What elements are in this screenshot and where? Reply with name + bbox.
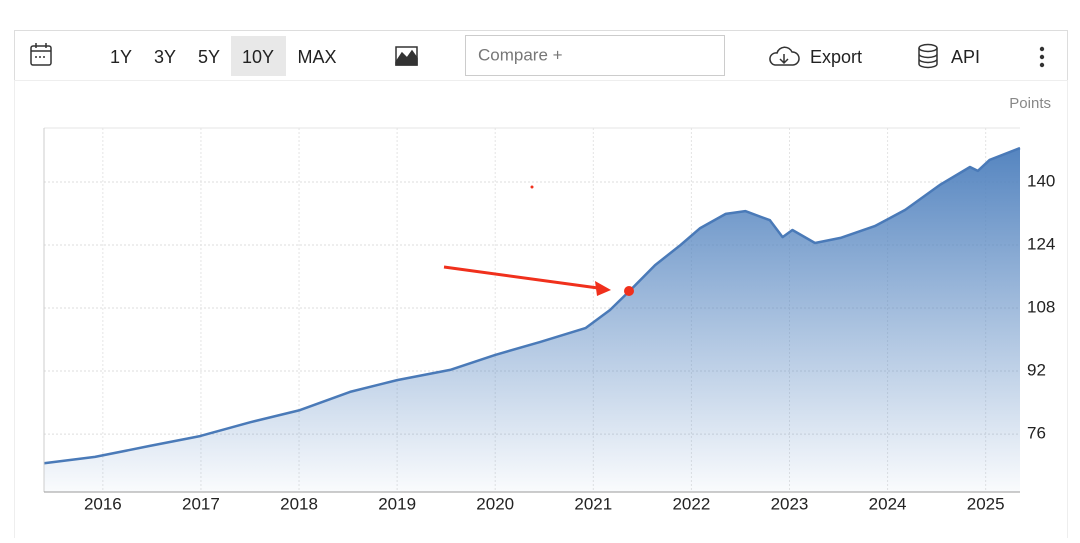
- line: [43, 146, 1021, 465]
- x-tick-label: 2023: [771, 494, 809, 513]
- y-tick-label: 108: [1027, 298, 1055, 317]
- range-button[interactable]: 3Y: [154, 47, 176, 67]
- x-tick-label: 2025: [967, 494, 1005, 513]
- annotation-arrow: [443, 185, 634, 296]
- range-button[interactable]: 1Y: [110, 47, 132, 67]
- x-tick-label: 2018: [280, 494, 318, 513]
- api-button[interactable]: API: [951, 47, 980, 67]
- x-tick-label: 2016: [84, 494, 122, 513]
- export-icon[interactable]: [769, 46, 800, 66]
- y-tick-label: 124: [1027, 234, 1055, 253]
- x-tick-label: 2021: [574, 494, 612, 513]
- x-tick-label: 2024: [869, 494, 907, 513]
- calendar-icon[interactable]: [30, 43, 52, 66]
- x-tick-label: 2020: [476, 494, 514, 513]
- range-button[interactable]: 10Y: [242, 47, 274, 67]
- export-button[interactable]: Export: [810, 47, 862, 67]
- x-tick-label: 2019: [378, 494, 416, 513]
- area: [44, 148, 1020, 492]
- y-tick-label: 92: [1027, 361, 1046, 380]
- unit-label: Points: [1009, 95, 1051, 112]
- x-tick-label: 2017: [182, 494, 220, 513]
- range-button[interactable]: MAX: [297, 47, 336, 67]
- x-tick-label: 2022: [672, 494, 710, 513]
- y-tick-label: 76: [1027, 424, 1046, 443]
- plot: 76 92 108 124 140 2016 2017 2018 2019 2020 2021 202…: [43, 127, 1055, 513]
- range-button[interactable]: 5Y: [198, 47, 220, 67]
- compare-input[interactable]: [465, 35, 725, 76]
- compare-placeholder: Compare +: [478, 45, 563, 64]
- selected-range: [231, 36, 286, 76]
- api-icon[interactable]: [918, 43, 938, 69]
- chart-type-icon[interactable]: [395, 46, 418, 66]
- more-menu[interactable]: [1039, 46, 1045, 68]
- y-tick-label: 140: [1027, 171, 1055, 190]
